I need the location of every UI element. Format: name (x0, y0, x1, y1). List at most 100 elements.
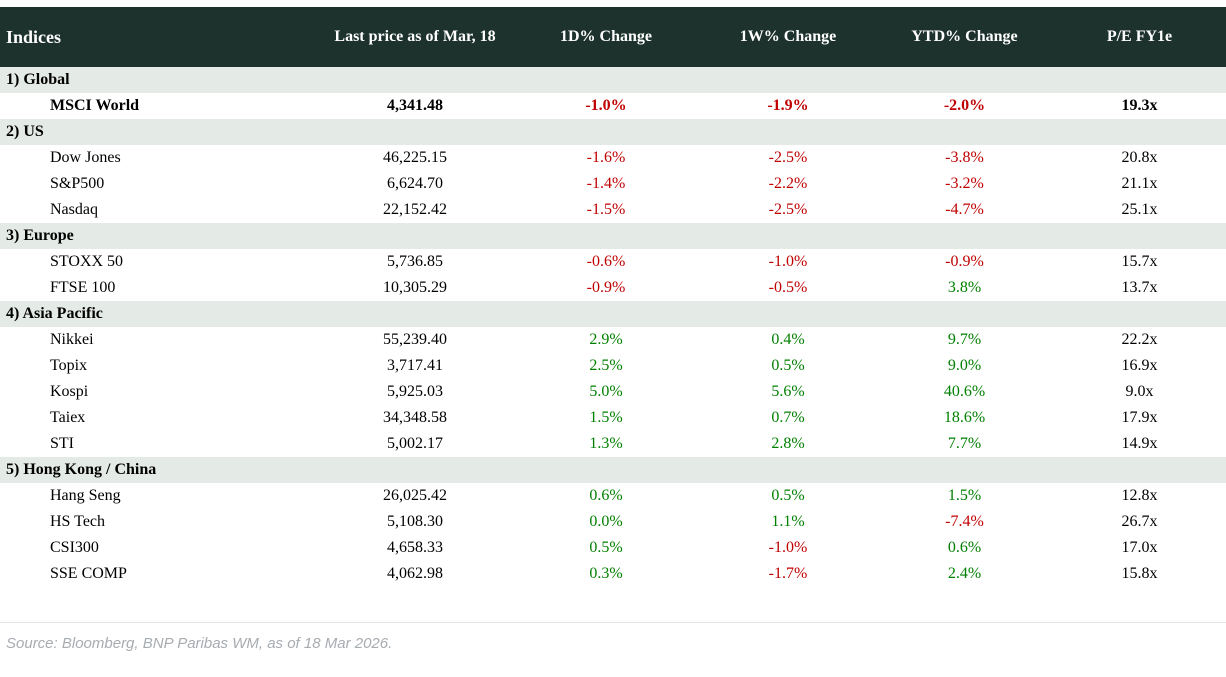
index-name-cell: Dow Jones (0, 145, 318, 171)
index-row: CSI300 4,658.33 0.5% -1.0% 0.6% 17.0x (0, 535, 1226, 561)
section-row: 4) Asia Pacific (0, 301, 1226, 327)
section-row: 3) Europe (0, 223, 1226, 249)
change-ytd-cell: -2.0% (876, 93, 1053, 119)
index-name-cell: S&P500 (0, 171, 318, 197)
section-label: 1) Global (0, 67, 1226, 93)
index-row: STOXX 50 5,736.85 -0.6% -1.0% -0.9% 15.7x (0, 249, 1226, 275)
index-row: STI 5,002.17 1.3% 2.8% 7.7% 14.9x (0, 431, 1226, 457)
change-ytd-cell: 40.6% (876, 379, 1053, 405)
index-row: Nasdaq 22,152.42 -1.5% -2.5% -4.7% 25.1x (0, 197, 1226, 223)
change-ytd-cell: 3.8% (876, 275, 1053, 301)
change-1d-cell: -0.9% (512, 275, 700, 301)
change-1w-cell: -2.5% (700, 197, 876, 223)
indices-table: Indices Last price as of Mar, 18 1D% Cha… (0, 7, 1226, 587)
index-name-cell: Nasdaq (0, 197, 318, 223)
column-header-pe: P/E FY1e (1053, 7, 1226, 67)
section-label: 2) US (0, 119, 1226, 145)
change-ytd-cell: -3.8% (876, 145, 1053, 171)
last-price-cell: 5,736.85 (318, 249, 512, 275)
last-price-cell: 55,239.40 (318, 327, 512, 353)
change-1w-cell: -2.2% (700, 171, 876, 197)
index-name-cell: SSE COMP (0, 561, 318, 587)
last-price-cell: 22,152.42 (318, 197, 512, 223)
pe-cell: 12.8x (1053, 483, 1226, 509)
index-name-cell: STOXX 50 (0, 249, 318, 275)
index-name-cell: CSI300 (0, 535, 318, 561)
pe-cell: 22.2x (1053, 327, 1226, 353)
change-1w-cell: 0.5% (700, 483, 876, 509)
section-row: 2) US (0, 119, 1226, 145)
change-ytd-cell: -0.9% (876, 249, 1053, 275)
change-1d-cell: 0.5% (512, 535, 700, 561)
index-name-cell: Kospi (0, 379, 318, 405)
pe-cell: 9.0x (1053, 379, 1226, 405)
change-1d-cell: -1.4% (512, 171, 700, 197)
change-1d-cell: 2.5% (512, 353, 700, 379)
index-row: Kospi 5,925.03 5.0% 5.6% 40.6% 9.0x (0, 379, 1226, 405)
change-1w-cell: -0.5% (700, 275, 876, 301)
column-header-indices: Indices (0, 7, 318, 67)
change-1d-cell: 5.0% (512, 379, 700, 405)
last-price-cell: 26,025.42 (318, 483, 512, 509)
column-header-1w-change: 1W% Change (700, 7, 876, 67)
change-1d-cell: 0.6% (512, 483, 700, 509)
section-row: 5) Hong Kong / China (0, 457, 1226, 483)
index-name-cell: FTSE 100 (0, 275, 318, 301)
indices-table-body: 1) Global MSCI World 4,341.48 -1.0% -1.9% -2.… (0, 67, 1226, 587)
pe-cell: 26.7x (1053, 509, 1226, 535)
index-name-cell: Topix (0, 353, 318, 379)
change-1w-cell: -1.0% (700, 249, 876, 275)
column-header-ytd-change: YTD% Change (876, 7, 1053, 67)
index-name-cell: Hang Seng (0, 483, 318, 509)
index-row: Dow Jones 46,225.15 -1.6% -2.5% -3.8% 20.8x (0, 145, 1226, 171)
index-row: S&P500 6,624.70 -1.4% -2.2% -3.2% 21.1x (0, 171, 1226, 197)
change-1w-cell: -2.5% (700, 145, 876, 171)
change-1w-cell: 0.5% (700, 353, 876, 379)
index-row: Hang Seng 26,025.42 0.6% 0.5% 1.5% 12.8x (0, 483, 1226, 509)
pe-cell: 15.8x (1053, 561, 1226, 587)
index-row: FTSE 100 10,305.29 -0.9% -0.5% 3.8% 13.7x (0, 275, 1226, 301)
index-row: SSE COMP 4,062.98 0.3% -1.7% 2.4% 15.8x (0, 561, 1226, 587)
change-1w-cell: -1.7% (700, 561, 876, 587)
last-price-cell: 5,925.03 (318, 379, 512, 405)
last-price-cell: 4,062.98 (318, 561, 512, 587)
pe-cell: 13.7x (1053, 275, 1226, 301)
change-ytd-cell: 7.7% (876, 431, 1053, 457)
table-header-row: Indices Last price as of Mar, 18 1D% Cha… (0, 7, 1226, 67)
last-price-cell: 46,225.15 (318, 145, 512, 171)
footer-divider (0, 622, 1226, 623)
change-1d-cell: -1.5% (512, 197, 700, 223)
last-price-cell: 34,348.58 (318, 405, 512, 431)
pe-cell: 20.8x (1053, 145, 1226, 171)
last-price-cell: 5,002.17 (318, 431, 512, 457)
index-row: Topix 3,717.41 2.5% 0.5% 9.0% 16.9x (0, 353, 1226, 379)
pe-cell: 14.9x (1053, 431, 1226, 457)
last-price-cell: 4,341.48 (318, 93, 512, 119)
index-row: MSCI World 4,341.48 -1.0% -1.9% -2.0% 19.3x (0, 93, 1226, 119)
change-1d-cell: 1.5% (512, 405, 700, 431)
last-price-cell: 10,305.29 (318, 275, 512, 301)
change-1w-cell: 0.4% (700, 327, 876, 353)
change-ytd-cell: -7.4% (876, 509, 1053, 535)
index-row: HS Tech 5,108.30 0.0% 1.1% -7.4% 26.7x (0, 509, 1226, 535)
column-header-last-price: Last price as of Mar, 18 (318, 7, 512, 67)
last-price-cell: 5,108.30 (318, 509, 512, 535)
change-ytd-cell: 0.6% (876, 535, 1053, 561)
change-ytd-cell: 1.5% (876, 483, 1053, 509)
change-1w-cell: -1.0% (700, 535, 876, 561)
section-label: 3) Europe (0, 223, 1226, 249)
change-ytd-cell: 9.7% (876, 327, 1053, 353)
change-1w-cell: 2.8% (700, 431, 876, 457)
source-note: Source: Bloomberg, BNP Paribas WM, as of… (6, 635, 393, 652)
index-name-cell: HS Tech (0, 509, 318, 535)
change-1d-cell: 1.3% (512, 431, 700, 457)
index-name-cell: Taiex (0, 405, 318, 431)
change-1d-cell: 0.0% (512, 509, 700, 535)
index-row: Taiex 34,348.58 1.5% 0.7% 18.6% 17.9x (0, 405, 1226, 431)
change-ytd-cell: 2.4% (876, 561, 1053, 587)
section-label: 4) Asia Pacific (0, 301, 1226, 327)
change-1w-cell: 1.1% (700, 509, 876, 535)
pe-cell: 19.3x (1053, 93, 1226, 119)
change-1w-cell: -1.9% (700, 93, 876, 119)
last-price-cell: 3,717.41 (318, 353, 512, 379)
